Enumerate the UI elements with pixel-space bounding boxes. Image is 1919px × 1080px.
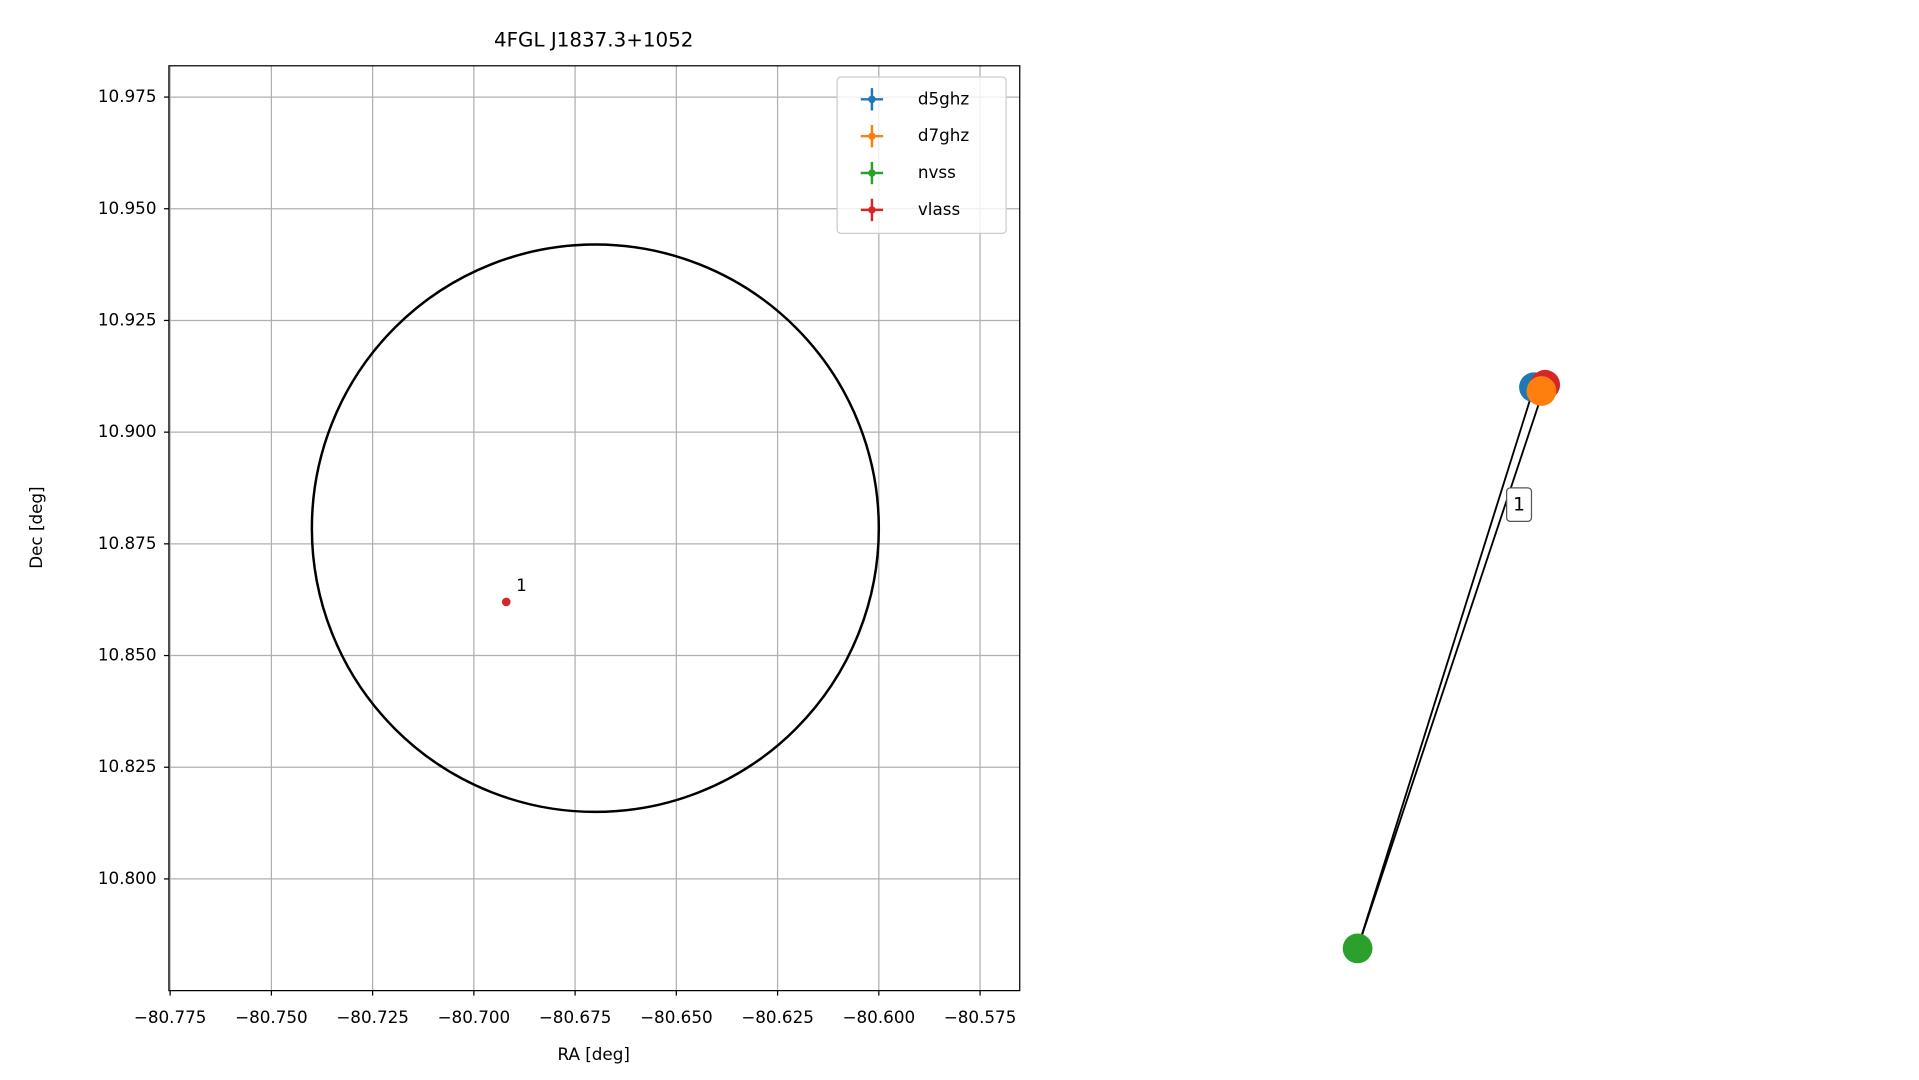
x-tick-label: −80.625 (741, 1007, 814, 1027)
y-tick-label: 10.900 (98, 421, 157, 441)
y-tick-label: 10.825 (98, 756, 157, 776)
legend-marker (868, 206, 876, 214)
error-ellipse (310, 243, 881, 814)
node (1342, 933, 1373, 964)
edge (1356, 384, 1547, 949)
x-tick-label: −80.725 (336, 1007, 409, 1027)
x-tick-label: −80.750 (235, 1007, 308, 1027)
x-tick-label: −80.600 (842, 1007, 915, 1027)
x-tick-label: −80.675 (539, 1007, 612, 1027)
legend-marker (868, 169, 876, 177)
edge-label: 1 (1513, 495, 1525, 516)
legend-box (836, 76, 1007, 234)
legend-label: d5ghz (918, 88, 970, 108)
x-axis-label: RA [deg] (558, 1044, 630, 1064)
legend-marker (868, 95, 876, 104)
y-tick-label: 10.875 (98, 533, 157, 553)
plot-frame (168, 65, 1021, 992)
point-label: 1 (516, 575, 527, 595)
y-tick-label: 10.950 (98, 198, 157, 218)
y-tick-label: 10.925 (98, 309, 157, 329)
y-tick-label: 10.850 (98, 645, 157, 665)
legend-label: nvss (918, 162, 956, 182)
x-tick-label: −80.575 (944, 1007, 1017, 1027)
legend-marker (868, 132, 876, 140)
edge-label-box (1506, 487, 1533, 522)
y-axis-label: Dec [deg] (26, 486, 46, 568)
x-tick-label: −80.775 (134, 1007, 207, 1027)
x-tick-label: −80.650 (640, 1007, 713, 1027)
node (1526, 376, 1557, 406)
legend-label: vlass (918, 199, 960, 219)
y-tick-label: 10.975 (98, 86, 157, 106)
y-tick-label: 10.800 (98, 868, 157, 888)
source-point (501, 597, 511, 607)
edge (1356, 387, 1535, 949)
x-tick-label: −80.700 (438, 1007, 511, 1027)
chart-title: 4FGL J1837.3+1052 (494, 28, 693, 51)
legend-label: d7ghz (918, 125, 970, 145)
